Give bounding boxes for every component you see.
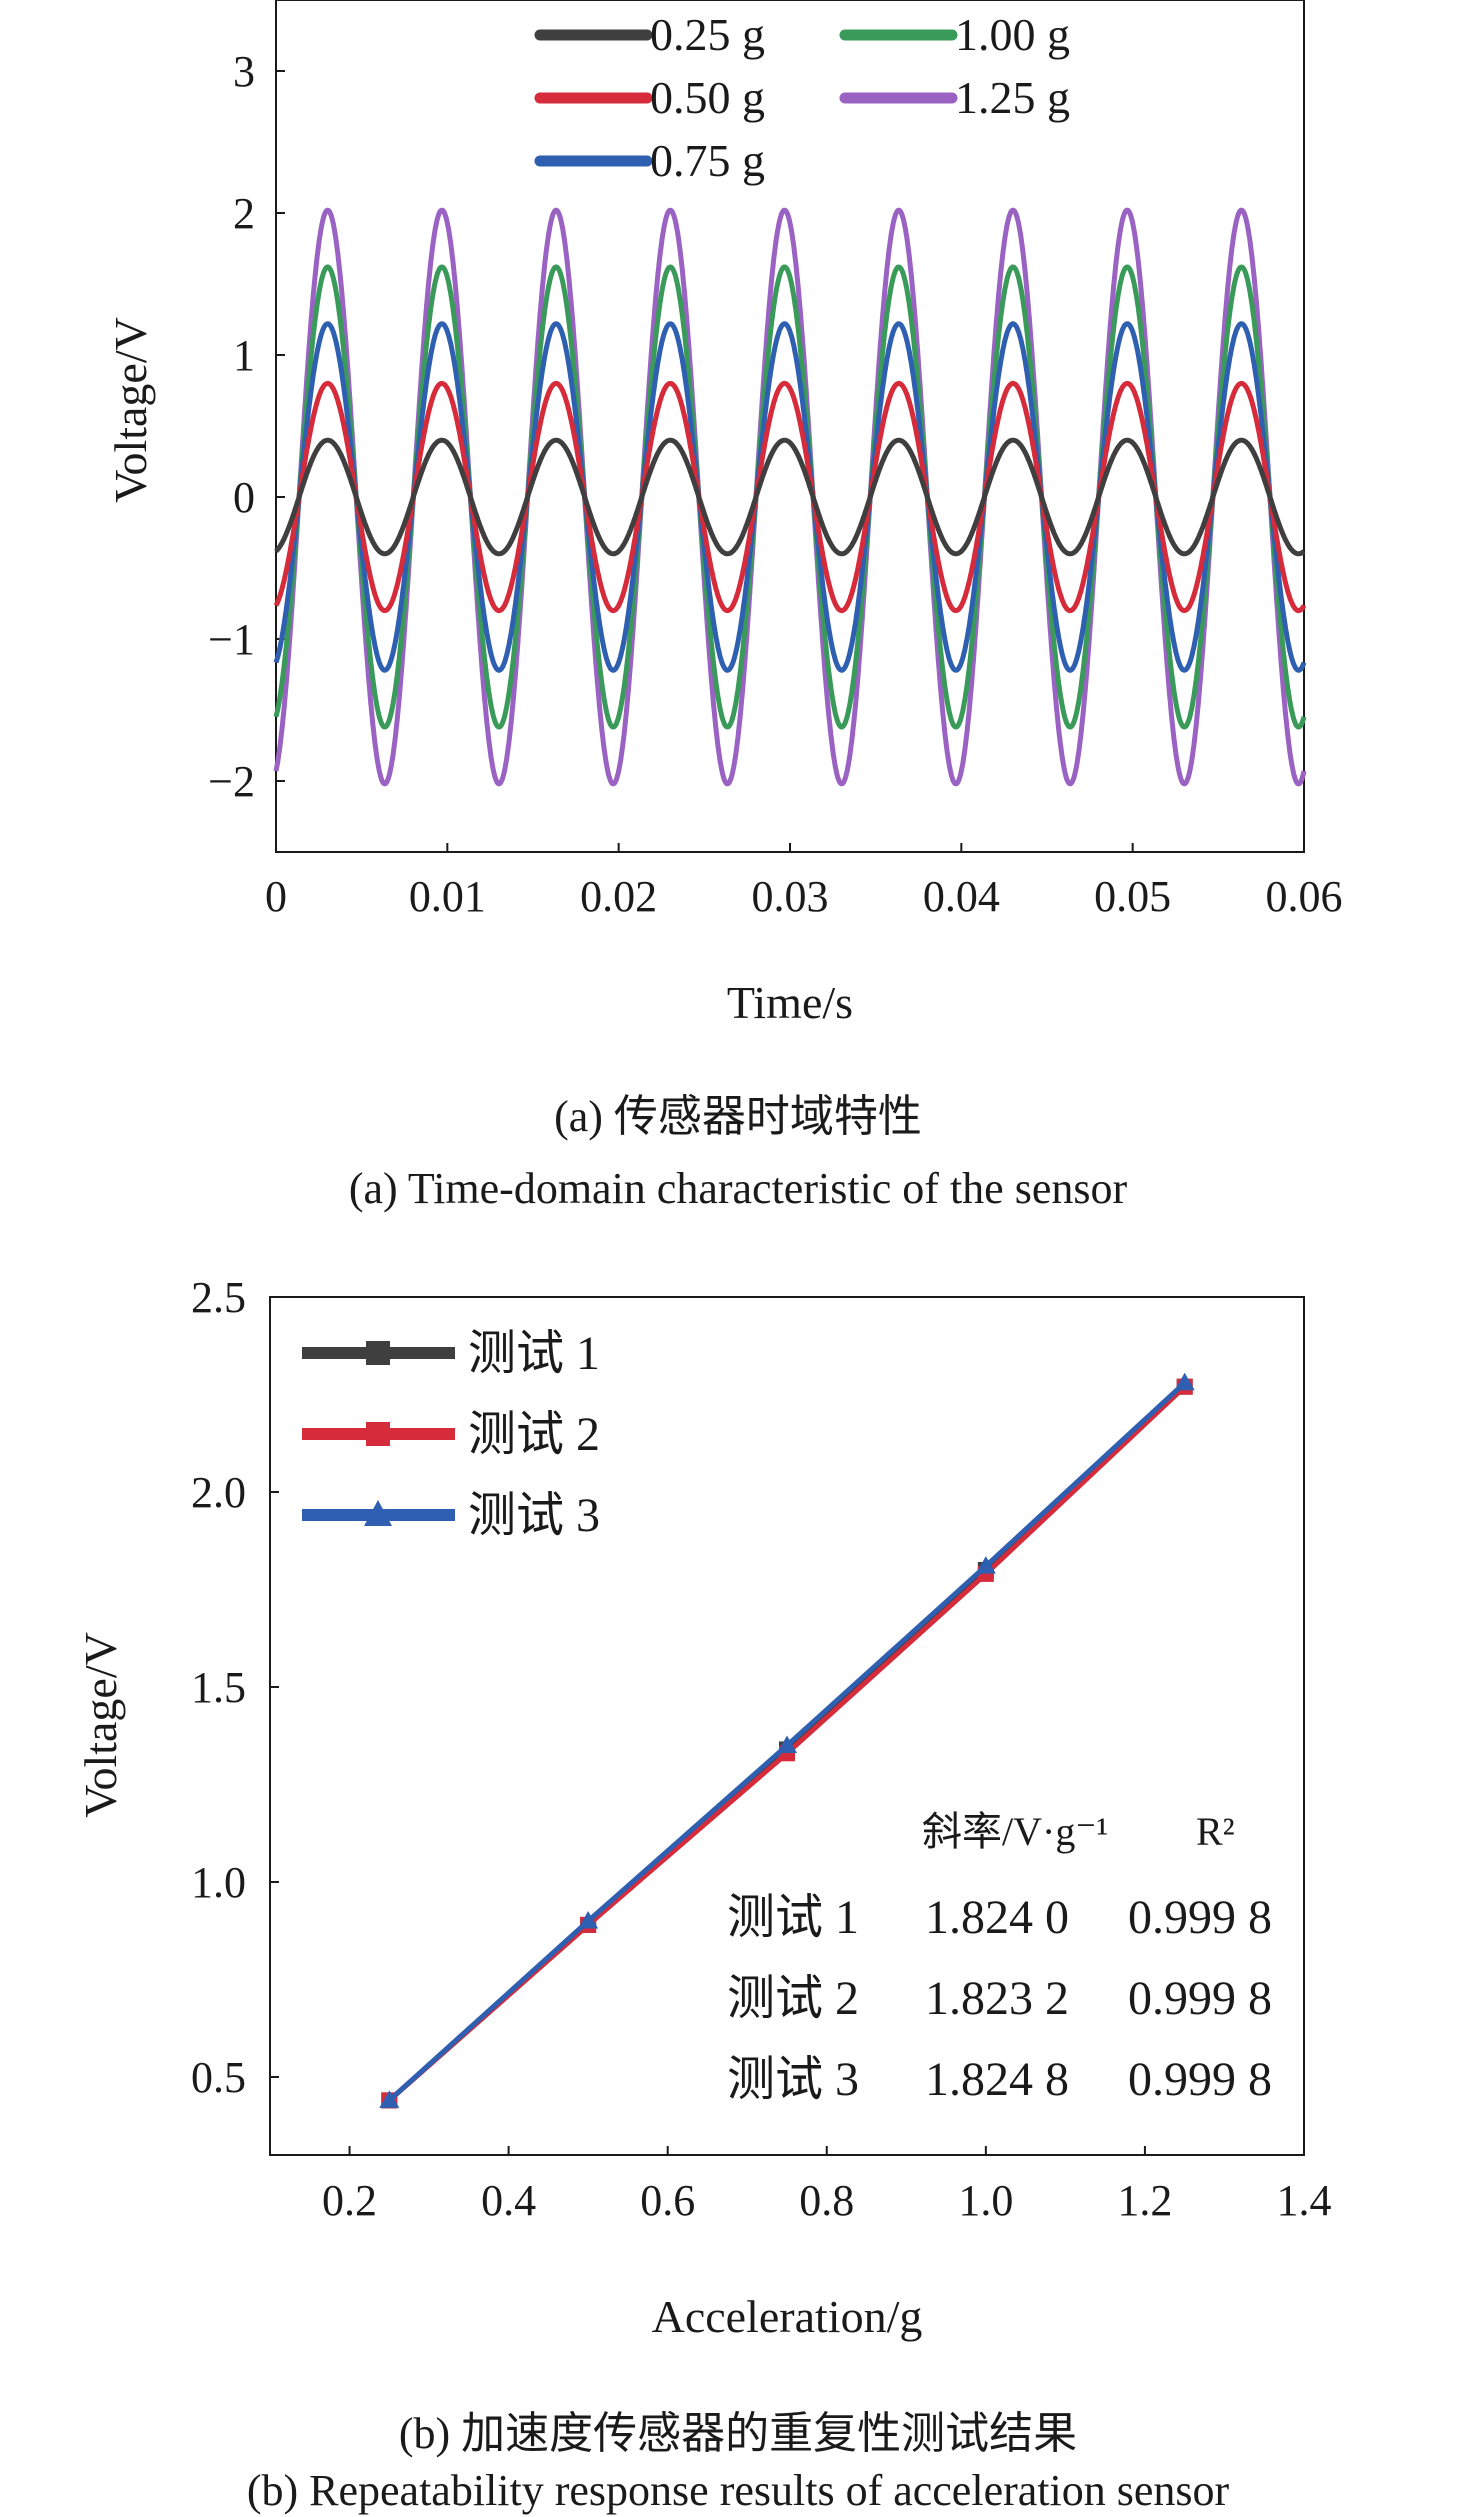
chart-b-legend-marker [364, 1500, 392, 1526]
chart-b-y-tick-label: 1.5 [191, 1663, 246, 1712]
chart-b-legend-label: 测试 3 [468, 1489, 600, 1542]
chart-b-y-tick-label: 2.0 [191, 1468, 246, 1517]
chart-b-legend-marker [366, 1422, 390, 1446]
chart-b-x-tick-label: 0.8 [799, 2176, 854, 2225]
fit-table-row-name: 测试 3 [727, 2053, 859, 2106]
chart-a-x-tick-label: 0.05 [1094, 872, 1171, 921]
fit-table-row-slope: 1.824 0 [925, 1891, 1069, 1944]
chart-a-x-tick-label: 0.02 [580, 872, 657, 921]
chart-a-x-axis-title: Time/s [727, 977, 853, 1028]
chart-a-series-line [273, 380, 1307, 614]
chart-a-series-line [273, 207, 1307, 787]
chart-a-legend-label: 1.00 g [955, 9, 1070, 60]
chart-a-legend-label: 1.25 g [955, 72, 1070, 123]
chart-a-series-line [273, 264, 1307, 730]
chart-a-x-tick-label: 0.04 [923, 872, 1000, 921]
chart-b-legend-label: 测试 2 [468, 1408, 600, 1461]
chart-a-x-tick-label: 0.01 [409, 872, 486, 921]
fit-table-row-slope: 1.823 2 [925, 1972, 1069, 2025]
chart-a-x-tick-label: 0 [265, 872, 287, 921]
fit-table-row-r2: 0.999 8 [1128, 1891, 1272, 1944]
chart-a-y-axis-title: Voltage/V [105, 317, 156, 503]
chart-a-legend-label: 0.75 g [650, 135, 765, 186]
chart-b-legend-label: 测试 1 [468, 1327, 600, 1380]
chart-a-y-tick-label: 3 [233, 47, 255, 96]
fit-table-row-name: 测试 1 [727, 1891, 859, 1944]
caption-b-cn: (b) 加速度传感器的重复性测试结果 [398, 2409, 1078, 2458]
chart-a-y-tick-label: 0 [233, 473, 255, 522]
chart-b-y-tick-label: 1.0 [191, 1858, 246, 1907]
caption-a-en: (a) Time-domain characteristic of the se… [348, 1164, 1128, 1213]
chart-b-x-tick-label: 1.2 [1117, 2176, 1172, 2225]
chart-a-legend-label: 0.25 g [650, 9, 765, 60]
chart-b-point [975, 1556, 996, 1574]
chart-a-x-tick-label: 0.03 [752, 872, 829, 921]
caption-a-cn: (a) 传感器时域特性 [554, 1092, 922, 1141]
chart-a-x-tick-label: 0.06 [1266, 872, 1343, 921]
fit-table-row-r2: 0.999 8 [1128, 1972, 1272, 2025]
chart-b-point [777, 1735, 797, 1753]
chart-b-point [1174, 1372, 1195, 1391]
chart-a-y-tick-label: −2 [208, 757, 255, 806]
chart-b-y-axis-title: Voltage/V [75, 1632, 126, 1818]
chart-a-y-tick-label: −1 [208, 615, 255, 664]
fit-table-r2-header: R² [1196, 1809, 1235, 1854]
chart-b-y-tick-label: 2.5 [191, 1273, 246, 1322]
chart-b-frame [269, 1296, 1305, 2156]
chart-a-series-line [273, 321, 1307, 673]
chart-b-x-tick-label: 0.6 [640, 2176, 695, 2225]
fit-table-row-name: 测试 2 [727, 1972, 859, 2025]
chart-a-series-line [274, 437, 1306, 557]
chart-b-x-tick-label: 1.4 [1277, 2176, 1332, 2225]
chart-b-y-tick-label: 0.5 [191, 2053, 246, 2102]
chart-a-legend-label: 0.50 g [650, 72, 765, 123]
chart-b-point [578, 1911, 599, 1929]
fit-table-row-slope: 1.824 8 [925, 2053, 1069, 2106]
fit-table-slope-header: 斜率/V·g⁻¹ [922, 1809, 1108, 1854]
chart-b-x-axis-title: Acceleration/g [652, 2291, 923, 2342]
chart-b-x-tick-label: 1.0 [958, 2176, 1013, 2225]
caption-b-en: (b) Repeatability response results of ac… [246, 2466, 1230, 2515]
chart-b-point [379, 2090, 400, 2108]
fit-table-row-r2: 0.999 8 [1128, 2053, 1272, 2106]
chart-b-x-tick-label: 0.2 [322, 2176, 377, 2225]
chart-a-y-tick-label: 2 [233, 189, 255, 238]
chart-b-legend-marker [366, 1341, 390, 1365]
chart-b-x-tick-label: 0.4 [481, 2176, 536, 2225]
chart-a-y-tick-label: 1 [233, 331, 255, 380]
